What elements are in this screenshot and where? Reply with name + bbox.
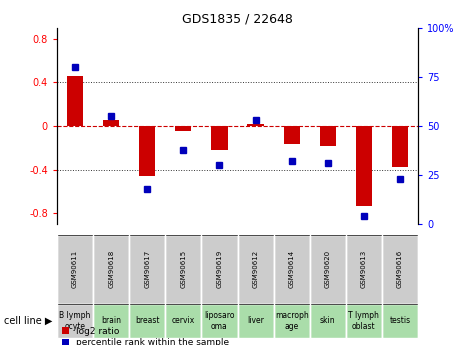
Legend: log2 ratio, percentile rank within the sample: log2 ratio, percentile rank within the s… xyxy=(62,327,229,345)
Text: testis: testis xyxy=(390,316,410,325)
Bar xyxy=(382,304,418,338)
Bar xyxy=(356,126,372,206)
Bar xyxy=(284,126,300,145)
Bar xyxy=(57,235,93,304)
Bar xyxy=(382,235,418,304)
Text: GSM90620: GSM90620 xyxy=(325,250,331,288)
Text: brain: brain xyxy=(101,316,121,325)
Text: GSM90615: GSM90615 xyxy=(180,250,186,288)
Bar xyxy=(238,235,274,304)
Text: GSM90616: GSM90616 xyxy=(397,250,403,288)
Text: skin: skin xyxy=(320,316,335,325)
Bar xyxy=(201,304,238,338)
Bar xyxy=(129,235,165,304)
Text: GSM90619: GSM90619 xyxy=(217,250,222,288)
Bar xyxy=(392,126,408,167)
Bar xyxy=(320,126,336,146)
Bar xyxy=(93,235,129,304)
Bar xyxy=(310,235,346,304)
Bar xyxy=(165,235,201,304)
Bar xyxy=(165,304,201,338)
Bar xyxy=(274,304,310,338)
Text: T lymph
oblast: T lymph oblast xyxy=(349,311,379,331)
Bar xyxy=(103,120,119,126)
Title: GDS1835 / 22648: GDS1835 / 22648 xyxy=(182,12,293,25)
Bar xyxy=(175,126,191,131)
Text: GSM90614: GSM90614 xyxy=(289,250,294,288)
Bar xyxy=(310,304,346,338)
Text: macroph
age: macroph age xyxy=(275,311,309,331)
Text: B lymph
ocyte: B lymph ocyte xyxy=(59,311,91,331)
Text: GSM90617: GSM90617 xyxy=(144,250,150,288)
Text: cervix: cervix xyxy=(172,316,195,325)
Text: GSM90611: GSM90611 xyxy=(72,250,78,288)
Bar xyxy=(67,76,83,126)
Bar xyxy=(346,235,382,304)
Text: liposaro
oma: liposaro oma xyxy=(204,311,235,331)
Bar xyxy=(346,304,382,338)
Text: GSM90612: GSM90612 xyxy=(253,250,258,288)
Bar xyxy=(201,235,238,304)
Text: liver: liver xyxy=(247,316,264,325)
Bar xyxy=(57,304,93,338)
Text: cell line ▶: cell line ▶ xyxy=(4,316,52,326)
Bar xyxy=(93,304,129,338)
Text: breast: breast xyxy=(135,316,160,325)
Bar xyxy=(129,304,165,338)
Bar xyxy=(274,235,310,304)
Bar xyxy=(139,126,155,176)
Bar xyxy=(238,304,274,338)
Bar xyxy=(211,126,228,150)
Text: GSM90613: GSM90613 xyxy=(361,250,367,288)
Text: GSM90618: GSM90618 xyxy=(108,250,114,288)
Bar xyxy=(247,124,264,126)
